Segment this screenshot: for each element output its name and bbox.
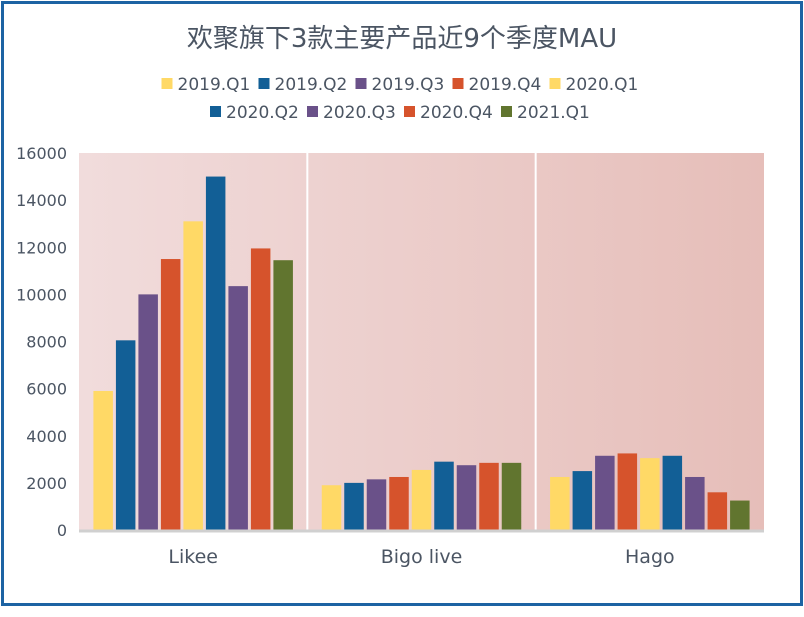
bar-2020-q4: [479, 462, 499, 530]
bar-2019-q4: [389, 476, 409, 530]
bar-2019-q1: [321, 485, 342, 530]
y-tick-label: 12000: [16, 238, 67, 257]
legend-label: 2021.Q1: [517, 103, 590, 123]
legend-label: 2020.Q4: [420, 103, 493, 123]
y-tick-label: 14000: [16, 191, 67, 210]
y-tick-label: 8000: [26, 333, 67, 352]
bar-2020-q1: [411, 469, 432, 530]
legend-label: 2019.Q3: [372, 75, 445, 95]
bar-2021-q1: [730, 500, 750, 530]
y-tick-label: 4000: [26, 427, 67, 446]
bar-2019-q1: [550, 476, 570, 530]
bar-2020-q3: [456, 465, 477, 530]
legend-label: 2019.Q1: [178, 75, 251, 95]
bar-2020-q4: [707, 492, 728, 530]
bar-2019-q1: [93, 390, 113, 530]
bar-2021-q1: [501, 462, 522, 530]
legend-swatch: [355, 78, 367, 89]
y-tick-label: 0: [57, 521, 67, 540]
y-tick-label: 10000: [16, 285, 67, 304]
legend-swatch: [258, 78, 270, 89]
x-category-label: Bigo live: [381, 546, 463, 568]
legend-swatch: [501, 106, 512, 117]
legend-swatch: [210, 106, 221, 117]
legend-swatch: [549, 78, 561, 89]
legend-label: 2020.Q1: [566, 75, 639, 95]
legend: 2019.Q1 2019.Q2 2019.Q3 2019.Q4 2020.Q1 2020.…: [161, 75, 639, 123]
legend-label: 2019.Q2: [275, 75, 348, 95]
bar-2019-q2: [344, 482, 364, 530]
x-category-label: Likee: [168, 546, 218, 568]
bar-2019-q3: [138, 294, 158, 530]
legend-label: 2019.Q4: [469, 75, 542, 95]
bar-2019-q3: [366, 479, 387, 530]
bar-2020-q2: [205, 176, 226, 530]
x-axis: Likee Bigo live Hago: [168, 546, 674, 568]
bars: [93, 176, 750, 531]
bar-2020-q1: [640, 458, 660, 530]
bar-2019-q3: [595, 455, 615, 530]
y-tick-label: 6000: [26, 380, 67, 399]
y-tick-label: 2000: [26, 474, 67, 493]
x-category-label: Hago: [625, 546, 675, 568]
legend-label: 2020.Q3: [323, 103, 396, 123]
bar-2021-q1: [273, 260, 293, 530]
y-axis: 0 2000 4000 6000 8000 10000 12000 14000 16000: [16, 144, 67, 540]
bar-2020-q3: [685, 476, 705, 530]
legend-swatch: [161, 78, 173, 89]
chart-title: 欢聚旗下3款主要产品近9个季度MAU: [186, 24, 618, 54]
legend-swatch: [452, 78, 464, 89]
bar-2019-q2: [115, 340, 136, 530]
bar-2020-q3: [228, 286, 248, 530]
bar-2019-q4: [617, 453, 638, 530]
bar-2020-q2: [662, 455, 683, 530]
bar-2020-q4: [250, 248, 271, 530]
legend-swatch: [307, 106, 318, 117]
y-tick-label: 16000: [16, 144, 67, 163]
bar-2019-q4: [160, 259, 181, 530]
legend-label: 2020.Q2: [226, 103, 299, 123]
category-separators: [306, 153, 537, 530]
bar-2020-q2: [434, 461, 454, 530]
legend-swatch: [404, 106, 415, 117]
bar-2020-q1: [183, 221, 203, 531]
bar-2019-q2: [572, 471, 593, 530]
